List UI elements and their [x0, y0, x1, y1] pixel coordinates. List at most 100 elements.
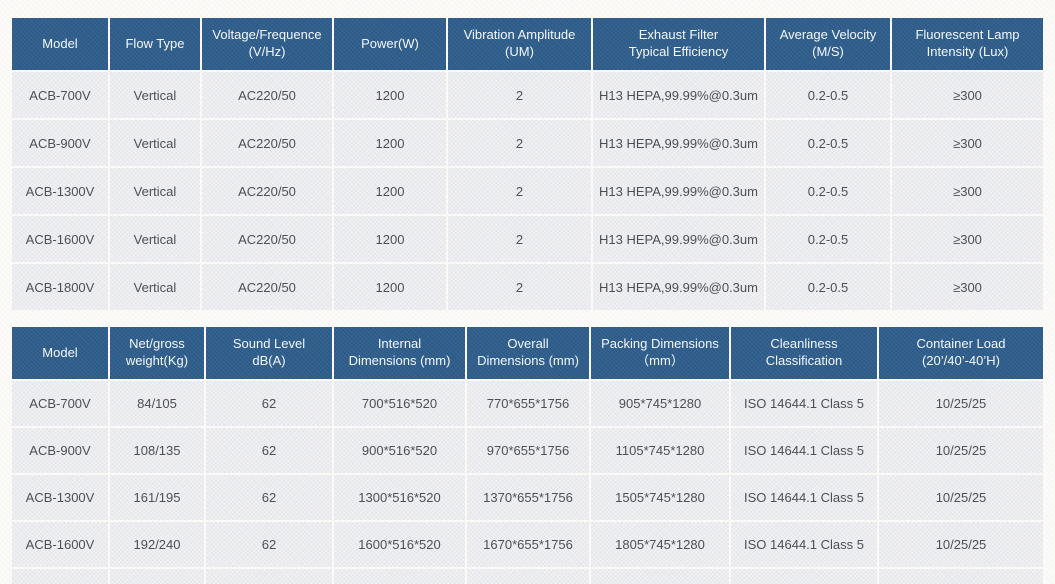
- value-cell: ≥300: [892, 216, 1043, 262]
- column-header: Average Velocity (M/S): [766, 18, 890, 70]
- value-cell: 900*516*520: [334, 428, 465, 473]
- value-cell: 2: [448, 120, 591, 166]
- table-row: ACB-1600V Vertical AC220/50 1200 2 H13 HEPA,9…: [12, 216, 1043, 262]
- header-row: Model Flow Type Voltage/Frequence (V/Hz) Po…: [12, 18, 1043, 70]
- value-cell: ISO 14644.1 Class 5: [731, 522, 877, 567]
- model-cell: ACB-700V: [12, 72, 108, 118]
- table-row: ACB-1300V 161/195 62 1300*516*520 1370*655*1…: [12, 475, 1043, 520]
- column-header: Overall Dimensions (mm): [467, 327, 589, 379]
- column-header: Container Load (20’/40’-40’H): [879, 327, 1043, 379]
- value-cell: 2: [448, 168, 591, 214]
- value-cell: 1200: [334, 216, 446, 262]
- value-cell: 62: [206, 522, 332, 567]
- value-cell: 84/105: [110, 381, 204, 426]
- dimension-spec-table: Model Net/gross weight(Kg) Sound Level dB(…: [10, 325, 1045, 584]
- value-cell: ISO 14644.1 Class 5: [731, 475, 877, 520]
- value-cell: 62: [206, 475, 332, 520]
- model-cell: ACB-700V: [12, 381, 108, 426]
- value-cell: AC220/50: [202, 72, 332, 118]
- value-cell: 1600*516*520: [334, 522, 465, 567]
- value-cell: AC220/50: [202, 168, 332, 214]
- value-cell: 62: [206, 569, 332, 584]
- column-header: Packing Dimensions （mm）: [591, 327, 729, 379]
- value-cell: Vertical: [110, 120, 200, 166]
- value-cell: 10/25/25: [879, 381, 1043, 426]
- value-cell: H13 HEPA,99.99%@0.3um: [593, 72, 764, 118]
- value-cell: ISO 14644.1 Class 5: [731, 381, 877, 426]
- model-cell: ACB-1800V: [12, 264, 108, 310]
- value-cell: H13 HEPA,99.99%@0.3um: [593, 120, 764, 166]
- value-cell: ≥300: [892, 120, 1043, 166]
- value-cell: 2: [448, 216, 591, 262]
- value-cell: 0.2-0.5: [766, 72, 890, 118]
- value-cell: ≥300: [892, 72, 1043, 118]
- table-row: ACB-1800V Vertical AC220/50 1200 2 H13 HEPA,9…: [12, 264, 1043, 310]
- value-cell: 108/135: [110, 428, 204, 473]
- value-cell: 10/25/25: [879, 428, 1043, 473]
- model-cell: ACB-1800V: [12, 569, 108, 584]
- value-cell: 192/240: [110, 522, 204, 567]
- value-cell: 1200: [334, 72, 446, 118]
- value-cell: 1370*655*1756: [467, 475, 589, 520]
- value-cell: 1200: [334, 120, 446, 166]
- value-cell: 905*745*1280: [591, 381, 729, 426]
- value-cell: Vertical: [110, 264, 200, 310]
- value-cell: 10/25/25: [879, 475, 1043, 520]
- value-cell: AC220/50: [202, 216, 332, 262]
- table-row: ACB-700V Vertical AC220/50 1200 2 H13 HEPA,99…: [12, 72, 1043, 118]
- value-cell: ≥300: [892, 168, 1043, 214]
- value-cell: 0.2-0.5: [766, 264, 890, 310]
- column-header: Model: [12, 327, 108, 379]
- value-cell: 0.2-0.5: [766, 216, 890, 262]
- value-cell: Vertical: [110, 72, 200, 118]
- value-cell: 1300*516*520: [334, 475, 465, 520]
- value-cell: 10/25/25: [879, 522, 1043, 567]
- column-header: Flow Type: [110, 18, 200, 70]
- value-cell: 62: [206, 428, 332, 473]
- value-cell: AC220/50: [202, 120, 332, 166]
- column-header: Sound Level dB(A): [206, 327, 332, 379]
- table-row: ACB-1800V216/270621800*516*5201870*655*1…: [12, 569, 1043, 584]
- value-cell: H13 HEPA,99.99%@0.3um: [593, 216, 764, 262]
- value-cell: ISO 14644.1 Class 5: [731, 569, 877, 584]
- value-cell: 770*655*1756: [467, 381, 589, 426]
- value-cell: Vertical: [110, 216, 200, 262]
- header-row: Model Net/gross weight(Kg) Sound Level dB(…: [12, 327, 1043, 379]
- table-row: ACB-1300V Vertical AC220/50 1200 2 H13 HEPA,9…: [12, 168, 1043, 214]
- value-cell: Vertical: [110, 168, 200, 214]
- column-header: Exhaust Filter Typical Efficiency: [593, 18, 764, 70]
- value-cell: 62: [206, 381, 332, 426]
- model-cell: ACB-1600V: [12, 522, 108, 567]
- table-row: ACB-900V Vertical AC220/50 1200 2 H13 HEPA,99…: [12, 120, 1043, 166]
- value-cell: ISO 14644.1 Class 5: [731, 428, 877, 473]
- table-row: ACB-700V 84/105 62 700*516*520 770*655*1756 9…: [12, 381, 1043, 426]
- column-header: Net/gross weight(Kg): [110, 327, 204, 379]
- value-cell: 0.2-0.5: [766, 168, 890, 214]
- value-cell: ≥300: [892, 264, 1043, 310]
- value-cell: 1505*745*1280: [591, 475, 729, 520]
- column-header: Voltage/Frequence (V/Hz): [202, 18, 332, 70]
- value-cell: 2005*745*1280: [591, 569, 729, 584]
- column-header: Cleanliness Classification: [731, 327, 877, 379]
- value-cell: 1200: [334, 168, 446, 214]
- model-cell: ACB-1300V: [12, 475, 108, 520]
- value-cell: 2: [448, 72, 591, 118]
- value-cell: H13 HEPA,99.99%@0.3um: [593, 168, 764, 214]
- column-header: Model: [12, 18, 108, 70]
- value-cell: H13 HEPA,99.99%@0.3um: [593, 264, 764, 310]
- value-cell: 700*516*520: [334, 381, 465, 426]
- value-cell: 216/270: [110, 569, 204, 584]
- value-cell: 970*655*1756: [467, 428, 589, 473]
- value-cell: 1800*516*520: [334, 569, 465, 584]
- model-cell: ACB-1600V: [12, 216, 108, 262]
- model-cell: ACB-900V: [12, 428, 108, 473]
- value-cell: 1105*745*1280: [591, 428, 729, 473]
- value-cell: 1200: [334, 264, 446, 310]
- value-cell: AC220/50: [202, 264, 332, 310]
- performance-spec-table: Model Flow Type Voltage/Frequence (V/Hz) Po…: [10, 16, 1045, 312]
- value-cell: 1870*655*1756: [467, 569, 589, 584]
- value-cell: 161/195: [110, 475, 204, 520]
- table-row: ACB-1600V 192/240 62 1600*516*520 1670*655*1…: [12, 522, 1043, 567]
- value-cell: 2: [448, 264, 591, 310]
